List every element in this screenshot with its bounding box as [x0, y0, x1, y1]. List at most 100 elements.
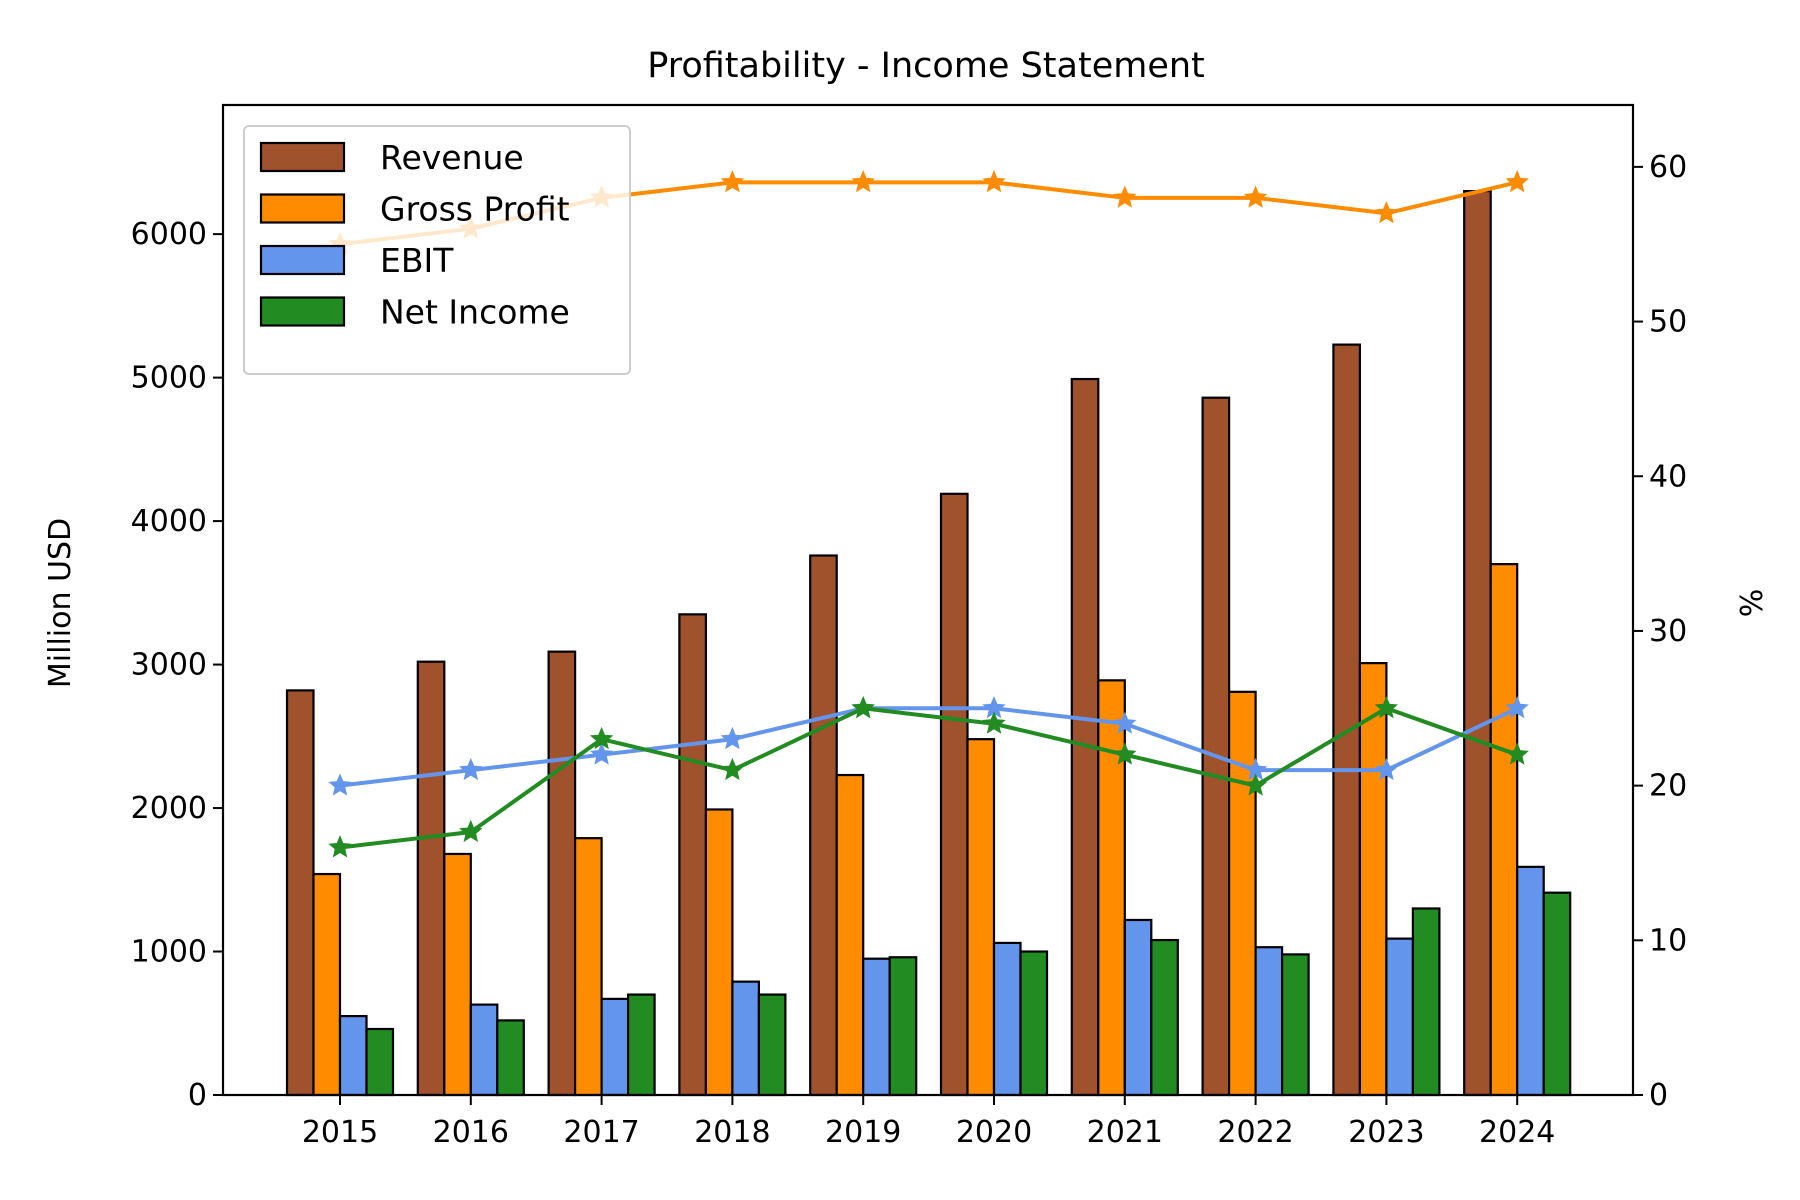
- point-net-margin-2016: [459, 819, 483, 842]
- bar-ebit-2019: [862, 957, 891, 1097]
- legend-swatch-revenue: [259, 141, 346, 173]
- axes-layer: 0 1000 2000 3000 4000 5000 6000 0 10 20 30 40 50 60 20…: [131, 103, 1687, 1150]
- bar-net-income-2023: [1411, 907, 1441, 1097]
- legend-label-revenue: Revenue: [380, 138, 524, 177]
- x-tick-label-2019: 2019: [825, 1115, 901, 1150]
- point-ebit-margin-2018: [720, 726, 745, 750]
- point-net-margin-2022: [1243, 773, 1268, 796]
- x-tick-label-2017: 2017: [563, 1115, 639, 1150]
- line-ebit-margin: [339, 706, 1519, 788]
- bar-net-income-2019: [888, 956, 918, 1097]
- bar-gross-profit-2024: [1489, 563, 1519, 1097]
- bar-ebit-2020: [992, 941, 1022, 1097]
- bar-revenue-2023: [1332, 343, 1362, 1097]
- x-tick-label-2018: 2018: [694, 1115, 770, 1150]
- point-net-margin-2021: [1113, 742, 1137, 765]
- bar-net-income-2015: [365, 1027, 395, 1097]
- point-net-margin-2018: [720, 757, 745, 781]
- bar-ebit-2022: [1254, 946, 1284, 1097]
- x-tick-label-2016: 2016: [433, 1115, 509, 1150]
- y2-axis-title: %: [1735, 589, 1770, 618]
- legend-swatch-gross-profit: [259, 193, 346, 224]
- bar-ebit-2024: [1516, 865, 1545, 1097]
- point-net-margin-2024: [1505, 742, 1529, 765]
- point-gross-margin-2020: [982, 170, 1006, 193]
- legend-swatch-ebit: [259, 244, 346, 276]
- bar-net-income-2017: [626, 993, 656, 1097]
- bar-revenue-2024: [1463, 189, 1492, 1097]
- y-axis-title: Million USD: [43, 518, 78, 688]
- bar-gross-profit-2016: [443, 852, 472, 1097]
- point-ebit-margin-2017: [589, 742, 614, 765]
- point-ebit-margin-2023: [1374, 757, 1399, 781]
- bar-gross-profit-2023: [1358, 662, 1388, 1097]
- bar-net-income-2018: [757, 993, 787, 1097]
- y-tick-label-5000: 5000: [131, 361, 207, 396]
- x-tick-label-2015: 2015: [302, 1115, 378, 1150]
- bar-ebit-2023: [1385, 937, 1415, 1097]
- y2-tick-label-50: 50: [1649, 305, 1687, 340]
- y-tick-label-3000: 3000: [131, 648, 207, 683]
- bar-revenue-2019: [809, 554, 838, 1097]
- chart-title: Profitability - Income Statement: [647, 46, 1205, 86]
- legend-label-net-income: Net Income: [380, 293, 570, 332]
- bar-revenue-2018: [678, 613, 708, 1097]
- y2-tick-label-40: 40: [1649, 459, 1687, 494]
- bar-gross-profit-2019: [835, 773, 865, 1097]
- bar-gross-profit-2022: [1227, 690, 1257, 1097]
- bar-revenue-2016: [416, 660, 446, 1097]
- x-tick-label-2023: 2023: [1348, 1115, 1424, 1150]
- point-ebit-margin-2015: [328, 773, 352, 796]
- point-net-margin-2023: [1374, 695, 1399, 719]
- y2-tick-label-10: 10: [1649, 923, 1687, 958]
- bar-net-income-2022: [1280, 953, 1310, 1097]
- bar-gross-profit-2018: [704, 808, 734, 1097]
- point-gross-margin-2023: [1374, 200, 1399, 224]
- legend-label-ebit: EBIT: [380, 241, 454, 280]
- bar-gross-profit-2020: [966, 738, 996, 1097]
- bar-revenue-2017: [547, 650, 577, 1097]
- bar-gross-profit-2021: [1097, 679, 1126, 1097]
- bar-revenue-2021: [1070, 377, 1100, 1097]
- y2-tick-label-60: 60: [1649, 150, 1687, 185]
- x-tick-label-2022: 2022: [1217, 1115, 1293, 1150]
- legend-swatch-net-income: [259, 296, 346, 327]
- point-ebit-margin-2021: [1113, 711, 1137, 734]
- bar-revenue-2015: [285, 689, 315, 1097]
- y-tick-label-2000: 2000: [131, 791, 207, 826]
- y-tick-label-1000: 1000: [131, 935, 207, 970]
- bars-layer: [285, 189, 1572, 1097]
- point-gross-margin-2019: [851, 170, 875, 193]
- bar-ebit-2016: [469, 1003, 499, 1097]
- legend: Revenue Gross Profit EBIT Net Income: [243, 125, 631, 375]
- bar-revenue-2022: [1201, 396, 1231, 1097]
- point-ebit-margin-2024: [1505, 695, 1529, 719]
- point-gross-margin-2021: [1113, 185, 1137, 208]
- bar-net-income-2024: [1542, 891, 1572, 1097]
- y2-tick-label-20: 20: [1649, 769, 1687, 804]
- bar-ebit-2021: [1123, 918, 1153, 1097]
- point-gross-margin-2018: [720, 170, 745, 193]
- y-tick-label-6000: 6000: [131, 217, 207, 252]
- point-net-margin-2019: [851, 695, 875, 719]
- bar-ebit-2017: [600, 997, 630, 1097]
- point-gross-margin-2024: [1505, 170, 1529, 193]
- x-tick-label-2024: 2024: [1479, 1115, 1555, 1150]
- x-tick-label-2021: 2021: [1087, 1115, 1163, 1150]
- bar-net-income-2016: [496, 1019, 525, 1097]
- y2-tick-label-0: 0: [1649, 1078, 1668, 1113]
- legend-label-gross-profit: Gross Profit: [380, 190, 570, 229]
- y-tick-label-4000: 4000: [131, 504, 207, 539]
- bar-gross-profit-2017: [573, 837, 603, 1097]
- bar-net-income-2020: [1019, 950, 1049, 1097]
- point-ebit-margin-2016: [459, 757, 483, 781]
- bar-ebit-2018: [731, 980, 761, 1097]
- point-gross-margin-2022: [1243, 185, 1268, 208]
- plot-frame: [221, 103, 1635, 1097]
- point-net-margin-2017: [589, 726, 614, 750]
- line-net-margin: [339, 706, 1518, 850]
- point-net-margin-2015: [328, 835, 352, 858]
- bar-revenue-2020: [939, 492, 969, 1097]
